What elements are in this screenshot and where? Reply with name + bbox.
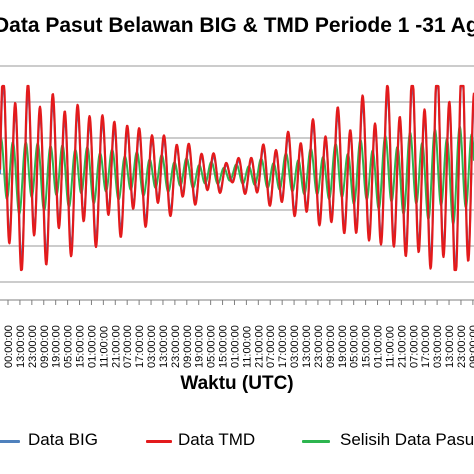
x-tick-label: 15:00:00	[75, 325, 87, 368]
legend-swatch-data-big	[0, 440, 20, 443]
legend-swatch-data-tmd	[146, 440, 172, 443]
legend-label-data-big: Data BIG	[28, 430, 98, 449]
x-tick-label: 17:00:00	[277, 325, 289, 368]
x-tick-label: 13:00:00	[158, 325, 170, 368]
x-tick-label: 23:00:00	[313, 325, 325, 368]
x-tick-label: 09:00:00	[325, 325, 337, 368]
x-tick-label: 09:00:00	[39, 325, 51, 368]
x-tick-label: 03:00:00	[289, 325, 301, 368]
x-tick-label: 23:00:00	[170, 325, 182, 368]
x-tick-label: 00:00:00	[3, 325, 15, 368]
legend-label-selisih: Selisih Data Pasut	[340, 430, 474, 449]
x-tick-label: 03:00:00	[146, 325, 158, 368]
x-tick-label: 17:00:00	[134, 325, 146, 368]
x-tick-label: 19:00:00	[194, 325, 206, 368]
legend: Data BIG Data TMD Selisih Data Pasut	[0, 428, 474, 454]
x-tick-label: 19:00:00	[337, 325, 349, 368]
legend-label-data-tmd: Data TMD	[178, 430, 256, 449]
x-tick-label: 13:00:00	[444, 325, 456, 368]
x-tick-label: 11:00:00	[98, 326, 110, 368]
x-tick-label: 21:00:00	[110, 325, 122, 368]
x-axis-label: Waktu (UTC)	[180, 373, 294, 394]
x-tick-label: 07:00:00	[265, 325, 277, 368]
x-tick-label: 23:00:00	[27, 325, 39, 368]
x-tick-label: 11:00:00	[241, 326, 253, 368]
x-tick-label: 05:00:00	[63, 325, 75, 368]
x-tick-label: 13:00:00	[15, 325, 27, 368]
x-tick-label: 11:00:00	[384, 326, 396, 368]
x-tick-label: 15:00:00	[218, 325, 230, 368]
x-tick-label: 23:00:00	[456, 325, 468, 368]
x-tick-label: 07:00:00	[408, 325, 420, 368]
plot-area	[0, 84, 474, 272]
x-tick-labels: 00:00:00 13:00:00 23:00:00 09:00:00 19:00:00…	[3, 300, 474, 368]
x-tick-label: 21:00:00	[253, 325, 265, 368]
x-tick-label: 09:00:00	[182, 325, 194, 368]
chart-title-container: Data Pasut Belawan BIG & TMD Periode 1 -…	[0, 14, 474, 48]
x-tick-label: 15:00:00	[361, 325, 373, 368]
x-tick-label: 07:00:00	[122, 325, 134, 368]
x-tick-label: 09:00:00	[468, 325, 474, 368]
x-tick-label: 17:00:00	[420, 325, 432, 368]
x-tick-label: 03:00:00	[432, 325, 444, 368]
x-tick-label: 19:00:00	[51, 325, 63, 368]
series-line-data-tmd	[0, 84, 474, 272]
x-tick-label: 21:00:00	[396, 325, 408, 368]
x-tick-label: 01:00:00	[229, 325, 241, 368]
x-tick-label: 13:00:00	[301, 325, 313, 368]
legend-swatch-selisih	[302, 440, 330, 443]
x-tick-label: 01:00:00	[373, 325, 385, 368]
x-tick-label: 01:00:00	[86, 325, 98, 368]
x-tick-label: 05:00:00	[206, 325, 218, 368]
chart-title: Data Pasut Belawan BIG & TMD Periode 1 -…	[0, 14, 474, 37]
x-tick-label: 05:00:00	[349, 325, 361, 368]
